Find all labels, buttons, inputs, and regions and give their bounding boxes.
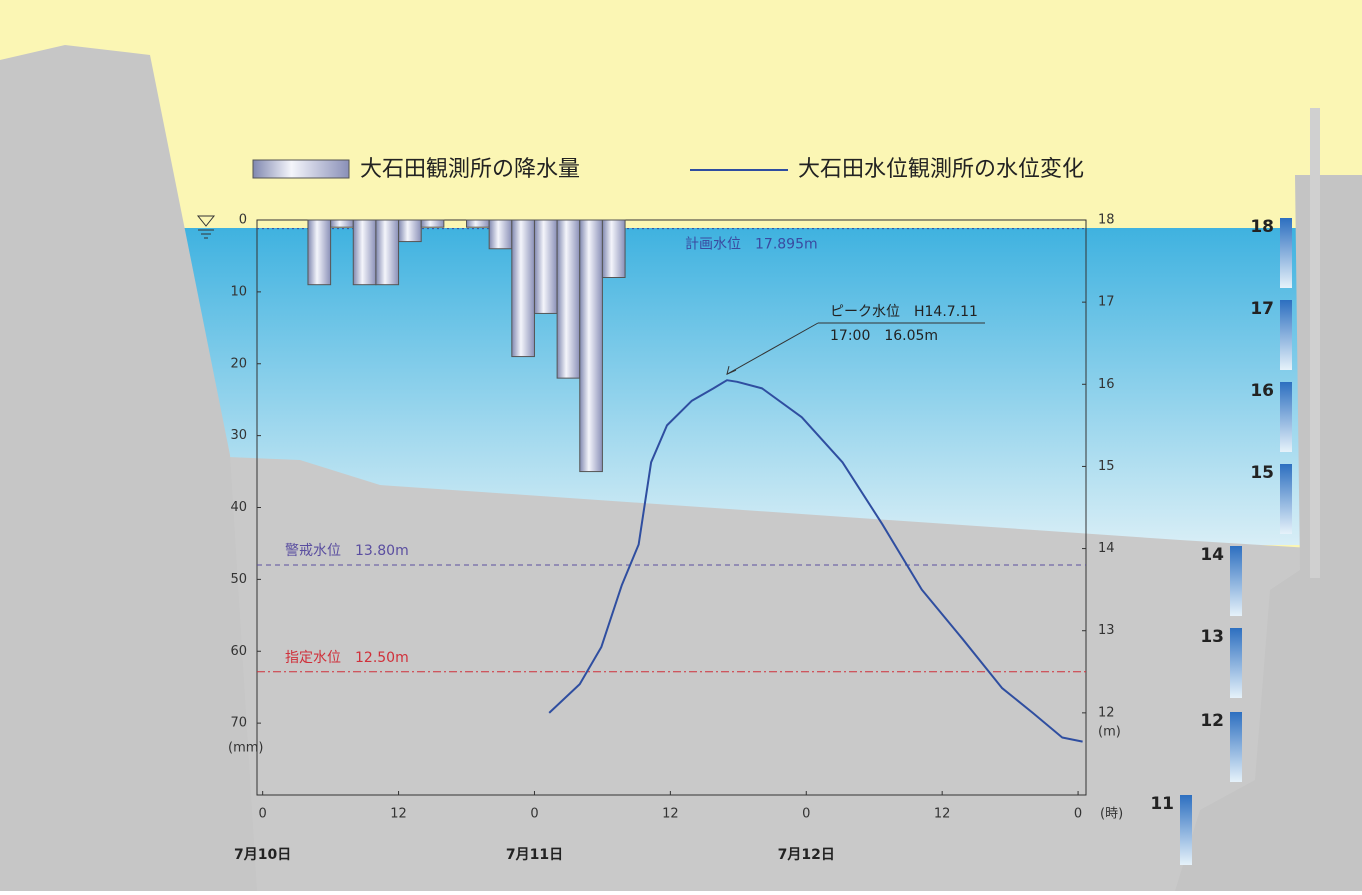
gauge-label: 12 bbox=[1200, 711, 1224, 731]
y2-tick-label: 13 bbox=[1098, 623, 1115, 638]
y2-tick-label: 15 bbox=[1098, 459, 1115, 474]
gauge-segment bbox=[1230, 712, 1242, 782]
gauge-label: 17 bbox=[1250, 299, 1274, 319]
chart: 大石田観測所の降水量 大石田水位観測所の水位変化 (mm) (m) (時) 0 1… bbox=[0, 0, 1362, 891]
y-tick-label: 70 bbox=[230, 716, 247, 731]
y2-unit: (m) bbox=[1098, 725, 1121, 740]
rain-bar bbox=[580, 220, 603, 472]
rain-bar bbox=[331, 220, 354, 227]
y-tick-label: 10 bbox=[230, 284, 247, 299]
rain-bar bbox=[421, 220, 444, 227]
date-label: 7月11日 bbox=[506, 847, 563, 863]
x-tick-label: 12 bbox=[662, 807, 679, 822]
rain-bar bbox=[602, 220, 625, 278]
y2-tick-label: 18 bbox=[1098, 213, 1115, 228]
rain-bar bbox=[467, 220, 490, 227]
rain-bar bbox=[489, 220, 512, 249]
rain-bar bbox=[376, 220, 399, 285]
gauge-label: 15 bbox=[1250, 463, 1274, 483]
reference-label: 指定水位 12.50m bbox=[285, 650, 409, 666]
rain-bar bbox=[308, 220, 331, 285]
date-label: 7月10日 bbox=[234, 847, 291, 863]
y-unit: (mm) bbox=[228, 741, 263, 756]
x-tick-label: 0 bbox=[530, 807, 538, 822]
x-tick-label: 0 bbox=[802, 807, 810, 822]
gauge-label: 16 bbox=[1250, 381, 1274, 401]
y2-tick-label: 17 bbox=[1098, 295, 1115, 310]
reference-label: 計画水位 17.895m bbox=[685, 237, 818, 253]
x-tick-label: 12 bbox=[390, 807, 407, 822]
gauge-pole bbox=[1310, 108, 1320, 578]
annotation-text: ピーク水位 H14.7.11 bbox=[830, 304, 978, 320]
y2-tick-label: 12 bbox=[1098, 705, 1115, 720]
y-tick-label: 40 bbox=[230, 500, 247, 515]
gauge-segment bbox=[1280, 382, 1292, 452]
gauge-label: 18 bbox=[1250, 217, 1274, 237]
y-tick-label: 20 bbox=[230, 356, 247, 371]
x-tick-label: 12 bbox=[934, 807, 951, 822]
rain-bar bbox=[353, 220, 376, 285]
x-unit: (時) bbox=[1100, 807, 1123, 822]
reference-label: 警戒水位 13.80m bbox=[285, 543, 409, 559]
x-tick-label: 0 bbox=[1074, 807, 1082, 822]
annotation-text: 17:00 16.05m bbox=[830, 328, 938, 344]
date-label: 7月12日 bbox=[778, 847, 835, 863]
rain-bar bbox=[557, 220, 580, 378]
legend-label: 大石田水位観測所の水位変化 bbox=[798, 157, 1084, 182]
y-tick-label: 50 bbox=[230, 572, 247, 587]
y-tick-label: 30 bbox=[230, 428, 247, 443]
gauge-label: 11 bbox=[1150, 794, 1174, 814]
y-tick-label: 0 bbox=[239, 213, 247, 228]
rain-bar bbox=[534, 220, 557, 313]
gauge-segment bbox=[1280, 300, 1292, 370]
y2-tick-label: 14 bbox=[1098, 541, 1115, 556]
gauge-segment bbox=[1230, 628, 1242, 698]
gauge-segment bbox=[1180, 795, 1192, 865]
legend-label: 大石田観測所の降水量 bbox=[360, 157, 580, 182]
y2-tick-label: 16 bbox=[1098, 377, 1115, 392]
x-tick-label: 0 bbox=[259, 807, 267, 822]
rain-bar bbox=[512, 220, 535, 357]
legend-swatch-bar bbox=[253, 160, 349, 178]
gauge-segment bbox=[1280, 218, 1292, 288]
gauge-label: 14 bbox=[1200, 545, 1224, 565]
rain-bar bbox=[399, 220, 422, 242]
gauge-segment bbox=[1280, 464, 1292, 534]
gauge-segment bbox=[1230, 546, 1242, 616]
y-tick-label: 60 bbox=[230, 644, 247, 659]
gauge-label: 13 bbox=[1200, 627, 1224, 647]
